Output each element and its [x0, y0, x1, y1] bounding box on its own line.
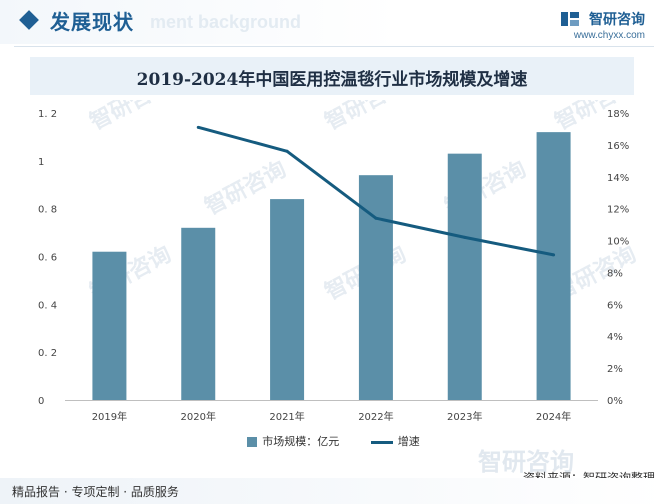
brand-name: 智研咨询	[589, 11, 645, 28]
y-left-tick-label: 0. 4	[38, 300, 57, 311]
header-divider	[14, 46, 654, 47]
legend-item-line: 增速	[370, 433, 420, 449]
watermark-bottom: 智研咨询	[478, 448, 574, 476]
y-right-tick-label: 12%	[607, 205, 629, 216]
y-left-tick-label: 0. 2	[38, 348, 57, 359]
brand-url: www.chyxx.com	[573, 29, 645, 41]
header-bar: 发展现状 ment background 智研咨询 www.chyxx.com	[0, 0, 667, 44]
y-left-tick-label: 0. 8	[38, 205, 57, 216]
bar	[358, 175, 393, 400]
chart-title-band: 2019-2024年中国医用控温毯行业市场规模及增速	[30, 57, 634, 95]
line-point	[196, 125, 200, 129]
y-right-tick-label: 4%	[607, 332, 623, 343]
x-tick-label: 2022年	[358, 410, 393, 423]
y-right-tick-label: 8%	[607, 268, 623, 279]
x-tick-label: 2023年	[447, 410, 482, 423]
watermark-text: 智研咨询	[86, 100, 176, 135]
bar	[536, 132, 571, 400]
combo-chart: 智研咨询智研咨询智研咨询智研咨询智研咨询智研咨询智研咨询智研咨询 00. 20.…	[38, 100, 641, 423]
ghost-background-text: ment background	[150, 12, 302, 32]
plot-area: 0 0. 2 0. 4 0. 6 0. 8 1 1. 2 0% 2% 4% 6% 8% 10% 12% 14…	[38, 109, 629, 423]
legend-label-line: 增速	[397, 435, 420, 448]
line-point	[374, 216, 378, 220]
line-point	[463, 235, 467, 239]
section-title: 发展现状	[50, 10, 134, 34]
y-left-tick-label: 0	[38, 396, 44, 407]
y-right-tick-label: 6%	[607, 300, 623, 311]
chart-title: 2019-2024年中国医用控温毯行业市场规模及增速	[136, 70, 528, 90]
diamond-icon	[19, 10, 39, 30]
y-left-tick-label: 1. 2	[38, 109, 57, 120]
y-right-tick-label: 2%	[607, 364, 623, 375]
x-tick-label: 2019年	[92, 410, 127, 423]
brand: 智研咨询 www.chyxx.com	[560, 8, 645, 41]
y-right-tick-label: 16%	[607, 141, 629, 152]
legend-swatch-bar	[247, 437, 258, 447]
x-tick-label: 2020年	[181, 410, 216, 423]
bar	[447, 153, 482, 400]
line-point	[552, 253, 556, 257]
y-left-tick-label: 1	[38, 157, 44, 168]
y-right-tick-label: 10%	[607, 237, 629, 248]
y-left-tick-label: 0. 6	[38, 253, 57, 264]
line-point	[285, 149, 289, 153]
y-right-tick-label: 14%	[607, 173, 629, 184]
legend-item-bar: 市场规模：亿元	[247, 433, 339, 449]
bar	[181, 227, 216, 400]
legend-swatch-line	[370, 440, 393, 444]
legend-label-bar: 市场规模：亿元	[262, 435, 340, 448]
footer-text: 精品报告 · 专项定制 · 品质服务	[12, 485, 179, 499]
x-tick-label: 2024年	[536, 410, 571, 423]
bar	[270, 199, 305, 400]
y-right-tick-label: 18%	[607, 109, 629, 120]
bar	[92, 251, 127, 400]
x-tick-label: 2021年	[269, 410, 304, 423]
footer-bar: 精品报告 · 专项定制 · 品质服务	[0, 478, 667, 504]
y-right-tick-label: 0%	[607, 396, 623, 407]
legend: 市场规模：亿元 增速	[0, 433, 667, 449]
watermark-text: 智研咨询	[321, 100, 411, 135]
brand-logo-icon	[560, 10, 580, 28]
